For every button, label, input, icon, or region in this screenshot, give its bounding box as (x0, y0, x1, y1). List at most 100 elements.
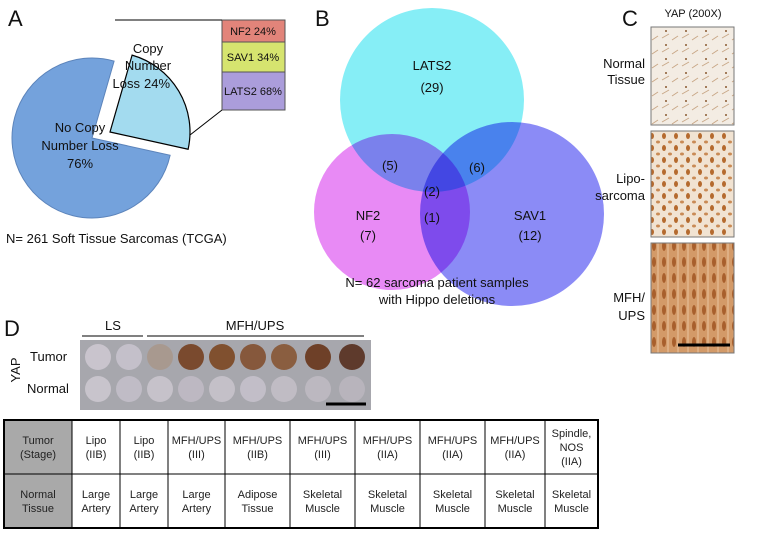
cell-text: Skeletal (552, 489, 591, 501)
cell-text: MFH/UPS (363, 435, 413, 447)
venn-circle (420, 122, 604, 306)
normal-core (116, 376, 142, 402)
tumor-core (85, 344, 111, 370)
tumor-core (116, 344, 142, 370)
cell-text: Skeletal (368, 489, 407, 501)
cell-text: Large (82, 489, 110, 501)
breakdown-box (221, 41, 286, 73)
slice-label: Loss (113, 76, 141, 91)
cell-text: (IIB) (247, 449, 268, 461)
panel-letter: B (315, 6, 330, 31)
tumor-core (305, 344, 331, 370)
stain-label: YAP (8, 357, 23, 382)
tumor-core (209, 344, 235, 370)
normal-core (85, 376, 111, 402)
slice-label: 76% (67, 156, 93, 171)
breakdown-label: SAV1 34% (227, 52, 280, 64)
row-label: MFH/ (613, 290, 645, 305)
cell-text: (IIB) (86, 449, 107, 461)
venn-count: (6) (469, 160, 485, 175)
cell-text: NOS (560, 442, 584, 454)
cell-text: (III) (188, 449, 205, 461)
cell-text: Large (182, 489, 210, 501)
cell-text: MFH/UPS (428, 435, 478, 447)
cell-text: MFH/UPS (172, 435, 222, 447)
cell-text: Lipo (86, 435, 107, 447)
cell-text: MFH/UPS (490, 435, 540, 447)
venn-count: (5) (382, 158, 398, 173)
panel-letter: C (622, 6, 638, 31)
cell-text: Large (130, 489, 158, 501)
normal-core (178, 376, 204, 402)
cell-text: (IIA) (505, 449, 526, 461)
micrograph (650, 242, 735, 354)
breakdown-label: NF2 24% (230, 26, 276, 38)
cell-text: Muscle (554, 503, 589, 515)
cell-text: (Stage) (20, 449, 56, 461)
row-label: Lipo- (616, 171, 645, 186)
cell-text: Muscle (435, 503, 470, 515)
cell-text: Muscle (498, 503, 533, 515)
normal-core (271, 376, 297, 402)
breakdown-label: LATS2 68% (224, 86, 282, 98)
pie: No Copy Number Loss 76% Copy Number Loss 24% (11, 41, 191, 219)
cell-text: MFH/UPS (298, 435, 348, 447)
cell-text: Tissue (242, 503, 274, 515)
group-label: LS (105, 318, 121, 333)
slice-label: Number Loss (41, 138, 119, 153)
cell-text: Muscle (305, 503, 340, 515)
pie-slice (11, 57, 171, 219)
row-label: UPS (618, 308, 645, 323)
panel-letter: D (4, 316, 20, 341)
cell-text: Artery (182, 503, 212, 515)
cell-text: Lipo (134, 435, 155, 447)
cell-text: Muscle (370, 503, 405, 515)
panel-letter: A (8, 6, 23, 31)
row-label: Normal (603, 56, 645, 71)
cell-text: Normal (20, 489, 55, 501)
row-label: Normal (27, 381, 69, 396)
row-label: Tissue (607, 72, 645, 87)
cell-text: Tissue (22, 503, 54, 515)
cell-text: Artery (129, 503, 159, 515)
tissue-cores (85, 344, 365, 402)
tumor-core (178, 344, 204, 370)
column-header: YAP (200X) (664, 8, 721, 20)
tumor-core (147, 344, 173, 370)
slice-label: Number (125, 58, 172, 73)
slice-label: No Copy (55, 120, 106, 135)
cell-text: MFH/UPS (233, 435, 283, 447)
micrograph (650, 26, 735, 126)
tumor-core (339, 344, 365, 370)
cell-text: Adipose (238, 489, 278, 501)
venn-count: (1) (424, 210, 440, 225)
slice-value: 24% (144, 76, 170, 91)
connector (189, 109, 223, 136)
caption: N= 62 sarcoma patient samples (345, 275, 529, 290)
venn-count: (29) (420, 80, 443, 95)
cell-text: Tumor (22, 435, 54, 447)
tumor-core (271, 344, 297, 370)
row-label: sarcoma (595, 188, 646, 203)
cell-text: Spindle, (552, 428, 592, 440)
venn (314, 8, 604, 306)
venn-label: SAV1 (514, 208, 546, 223)
normal-core (339, 376, 365, 402)
cell-text: (IIA) (377, 449, 398, 461)
cell-text: Skeletal (303, 489, 342, 501)
venn-count: (12) (518, 228, 541, 243)
normal-core (240, 376, 266, 402)
table: Tumor (Stage) Normal Tissue Lipo (IIB) Lipo (II… (3, 419, 599, 529)
cell-text: (III) (314, 449, 331, 461)
breakdown-box (221, 71, 286, 111)
normal-core (305, 376, 331, 402)
micrograph (650, 130, 735, 238)
venn-label: LATS2 (413, 58, 452, 73)
venn-label: NF2 (356, 208, 381, 223)
normal-core (209, 376, 235, 402)
tumor-core (240, 344, 266, 370)
pie-slice (109, 54, 191, 150)
caption: with Hippo deletions (378, 292, 496, 307)
cell-text: (IIB) (134, 449, 155, 461)
